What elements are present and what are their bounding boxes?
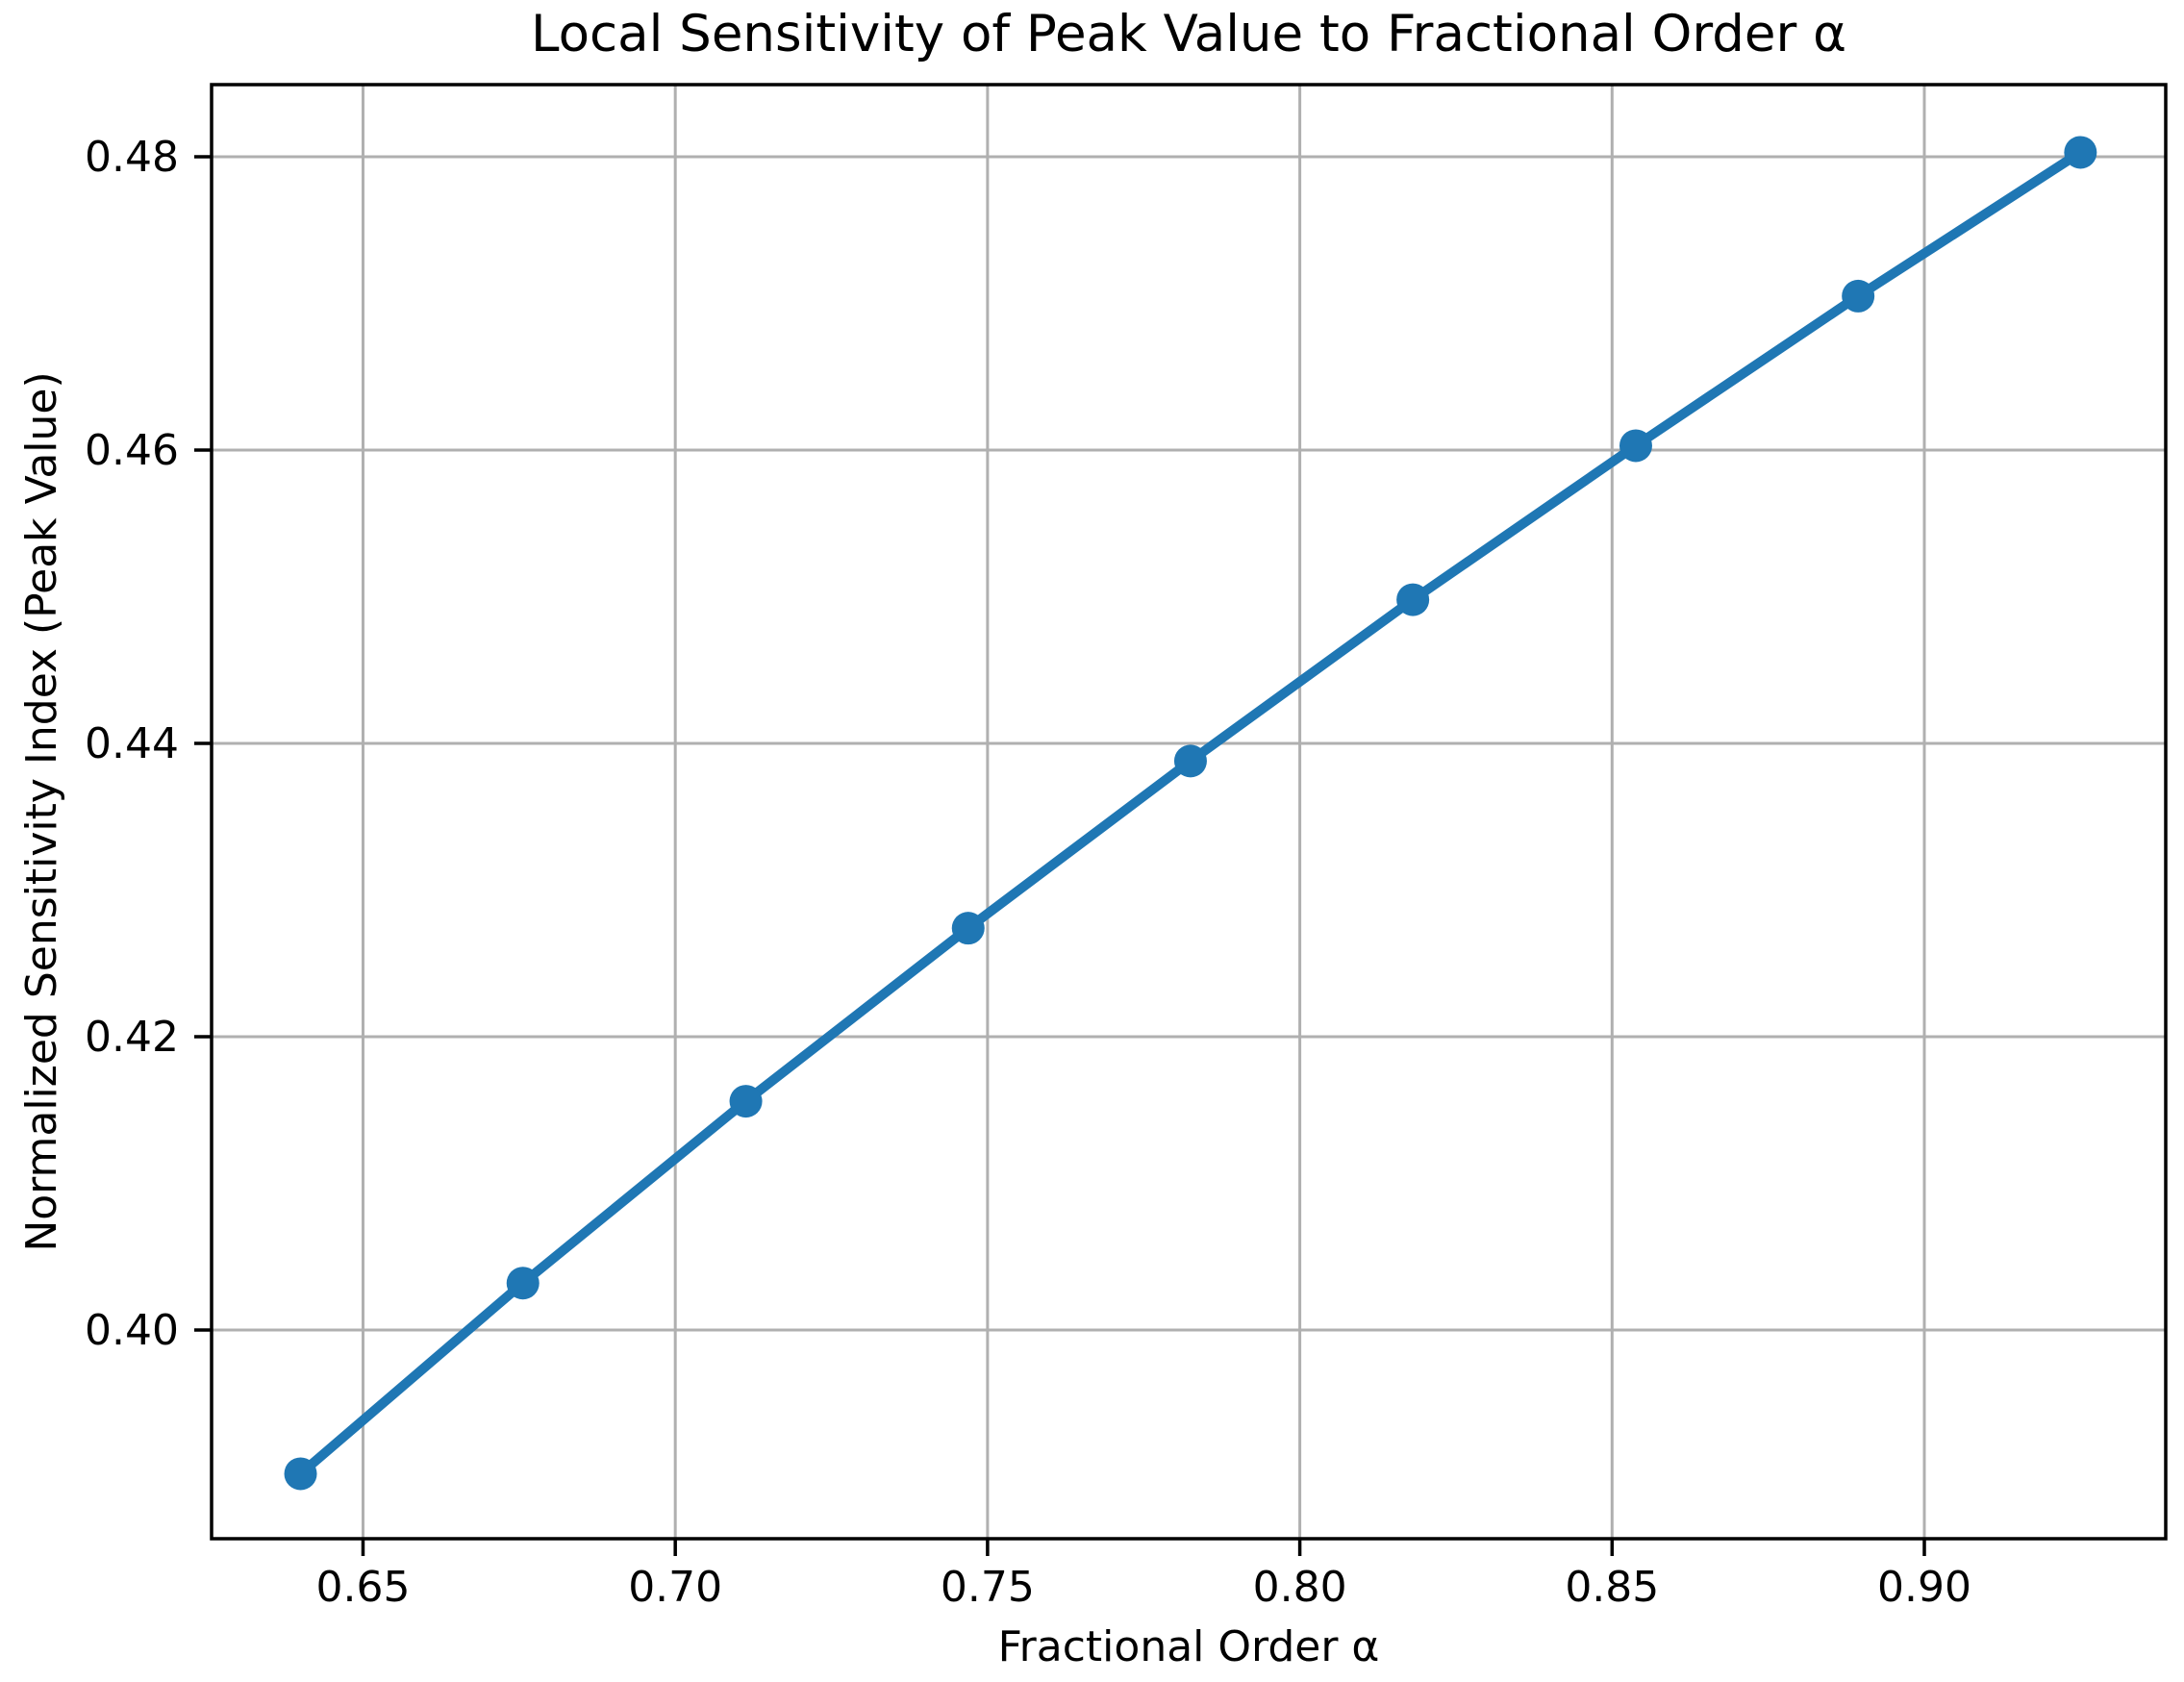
- y-tick-label: 0.42: [85, 1013, 179, 1062]
- data-point-marker: [729, 1085, 763, 1118]
- x-tick-label: 0.65: [315, 1563, 410, 1612]
- data-series: [284, 136, 2097, 1491]
- data-point-marker: [951, 912, 985, 945]
- data-line: [297, 148, 2084, 1478]
- y-tick-labels: 0.40 0.42 0.44 0.46 0.48: [85, 133, 179, 1355]
- y-tick-label: 0.48: [85, 133, 179, 182]
- x-tick-label: 0.85: [1565, 1563, 1659, 1612]
- chart-title: Local Sensitivity of Peak Value to Fract…: [531, 5, 1846, 63]
- x-tick-label: 0.80: [1253, 1563, 1347, 1612]
- x-tick-label: 0.70: [628, 1563, 722, 1612]
- y-tick-label: 0.44: [85, 719, 179, 768]
- data-point-marker: [1396, 583, 1430, 616]
- data-point-marker: [2064, 136, 2097, 169]
- y-tick-label: 0.46: [85, 426, 179, 475]
- y-tick-label: 0.40: [85, 1306, 179, 1355]
- x-tick-labels: 0.65 0.70 0.75 0.80 0.85 0.90: [315, 1563, 1971, 1612]
- x-tick-label: 0.75: [941, 1563, 1035, 1612]
- data-point-marker: [506, 1267, 540, 1300]
- plot-frame: [210, 83, 2168, 1541]
- gridlines: [212, 85, 2166, 1539]
- data-point-marker: [284, 1457, 317, 1491]
- x-axis-label: Fractional Order α: [998, 1622, 1380, 1671]
- data-point-marker: [1173, 744, 1207, 778]
- x-tick-label: 0.90: [1877, 1563, 1971, 1612]
- data-point-marker: [1842, 279, 1875, 313]
- axis-ticks: [194, 155, 1926, 1556]
- y-axis-label: Normalized Sensitivity Index (Peak Value…: [17, 371, 66, 1251]
- data-point-marker: [1619, 429, 1652, 463]
